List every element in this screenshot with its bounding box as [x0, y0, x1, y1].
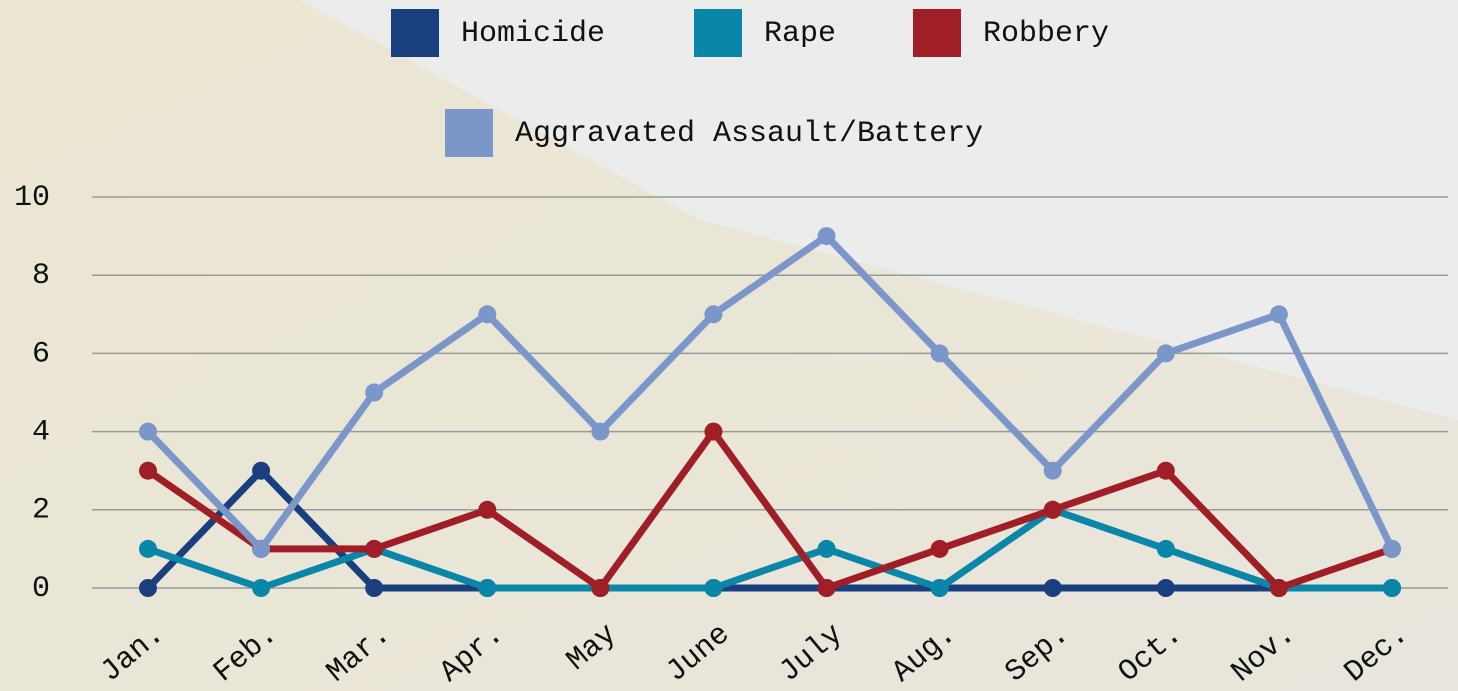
- point: [139, 539, 157, 558]
- point: [704, 579, 723, 597]
- point: [817, 539, 836, 558]
- point: [591, 422, 610, 441]
- point: [252, 579, 271, 597]
- point: [1156, 461, 1175, 480]
- legend-swatch: [694, 9, 742, 57]
- legend: Homicide Rape Robbery Aggravated Assault/Ba…: [391, 9, 1109, 157]
- point: [365, 539, 384, 558]
- legend-label: Robbery: [983, 17, 1109, 51]
- point: [1043, 579, 1062, 597]
- point: [139, 579, 157, 597]
- background-shade: [300, 0, 1458, 420]
- point: [252, 539, 271, 558]
- point: [817, 227, 836, 246]
- y-tick-label: 6: [32, 337, 50, 371]
- legend-label: Rape: [764, 17, 836, 51]
- point: [930, 579, 949, 597]
- series-line: [145, 232, 1396, 553]
- legend-swatch: [445, 109, 493, 157]
- point: [365, 383, 384, 402]
- point: [478, 305, 497, 324]
- legend-swatch: [913, 9, 961, 57]
- y-tick-label: 0: [32, 572, 50, 606]
- point: [1156, 579, 1175, 597]
- legend-label: Homicide: [461, 17, 605, 51]
- point: [930, 344, 949, 363]
- y-tick-label: 2: [32, 494, 50, 528]
- point: [1269, 579, 1288, 597]
- point: [1269, 305, 1288, 324]
- point: [365, 579, 384, 597]
- point: [478, 579, 497, 597]
- point: [478, 500, 497, 519]
- y-tick-label: 8: [32, 259, 50, 293]
- point: [1383, 579, 1401, 597]
- point: [704, 305, 723, 324]
- series-line: [146, 428, 1394, 592]
- point: [1156, 539, 1175, 558]
- y-tick-label: 10: [14, 181, 50, 215]
- point: [1383, 539, 1401, 558]
- point: [817, 579, 836, 597]
- series-line: [146, 506, 1392, 592]
- point: [704, 422, 723, 441]
- point: [252, 461, 271, 480]
- point: [591, 579, 610, 597]
- point: [1043, 500, 1062, 519]
- series-line: [145, 467, 1392, 592]
- point: [139, 422, 157, 441]
- point: [1043, 461, 1062, 480]
- legend-swatch: [391, 9, 439, 57]
- point: [1156, 344, 1175, 363]
- point: [139, 461, 157, 480]
- legend-label: Aggravated Assault/Battery: [515, 117, 983, 151]
- y-tick-label: 4: [32, 416, 50, 450]
- plot: [139, 227, 1401, 597]
- point: [930, 539, 949, 558]
